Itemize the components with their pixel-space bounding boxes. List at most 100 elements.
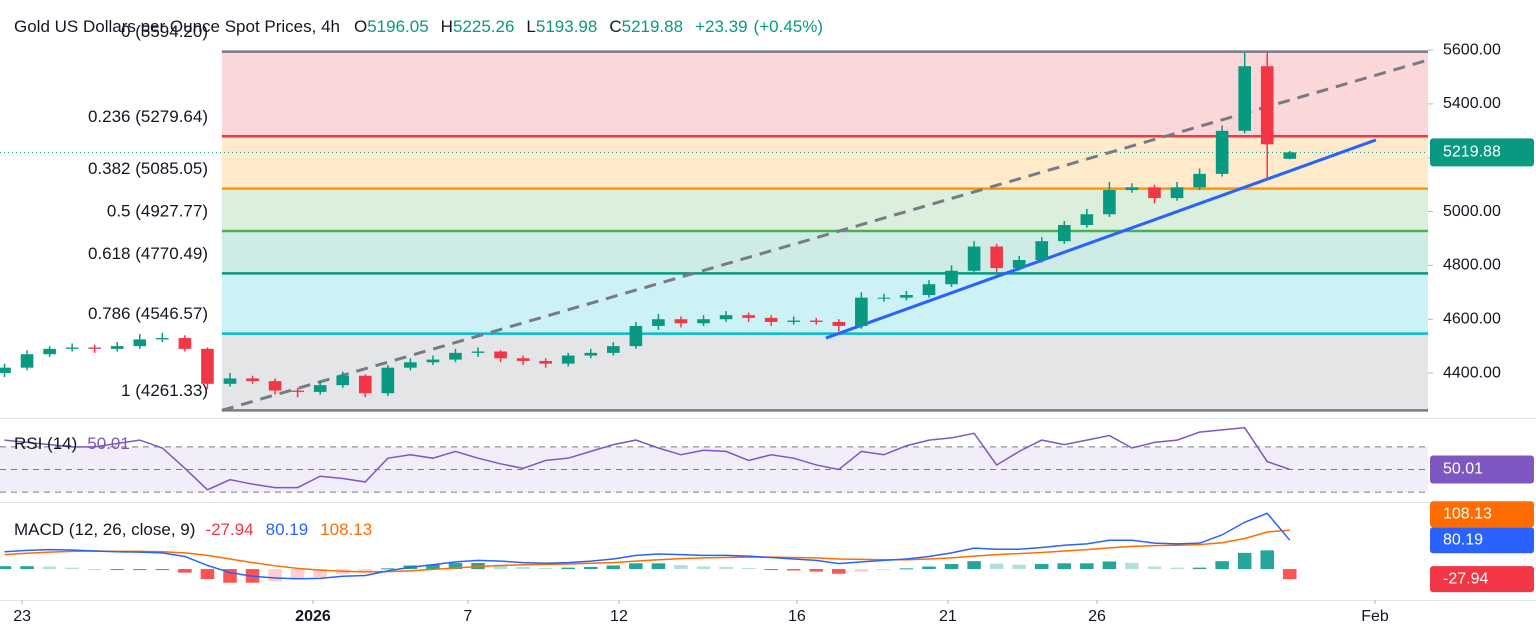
macd-histogram-bar <box>1080 563 1094 570</box>
fib-band <box>221 51 1428 137</box>
macd-histogram-bar <box>561 567 575 570</box>
macd-histogram-bar <box>133 569 147 571</box>
ohlc-prefix: C <box>609 17 621 36</box>
candle-body <box>88 347 102 349</box>
x-tick-label: 23 <box>13 608 31 625</box>
ohlc-prefix: H <box>441 17 453 36</box>
candle-body <box>178 338 192 349</box>
candle-body <box>1057 225 1071 242</box>
macd-histogram-bar <box>20 566 34 570</box>
candle-body <box>291 390 304 392</box>
fib-band <box>221 136 1428 189</box>
macd-histogram-bar <box>155 569 170 571</box>
ohlc-prefix: O <box>354 17 367 36</box>
y-tick-label: 4400.00 <box>1443 364 1501 381</box>
candle-body <box>764 317 778 322</box>
macd-histogram-bar <box>358 569 373 573</box>
macd-histogram-bar <box>584 566 598 570</box>
chart-header: Gold US Dollars per Ounce Spot Prices, 4… <box>14 17 823 36</box>
macd-histogram-bar <box>809 569 824 572</box>
candle-body <box>945 270 958 285</box>
candle-body <box>1103 190 1116 215</box>
x-tick-label: Feb <box>1361 608 1389 625</box>
macd-title: MACD (12, 26, close, 9) <box>14 520 195 539</box>
candle-body <box>787 320 801 322</box>
macd-histogram-bar <box>1237 552 1252 570</box>
macd-histogram-bar <box>538 567 553 570</box>
candle-body <box>516 358 530 361</box>
ohlc-prefix: L <box>526 17 535 36</box>
last-price-tag <box>1430 138 1534 167</box>
macd-histogram-bar <box>1147 566 1162 570</box>
macd-histogram-bar <box>516 566 530 570</box>
candle-body <box>832 321 846 326</box>
macd-histogram-bar <box>719 566 733 570</box>
macd-histogram-bar <box>741 567 756 570</box>
macd-tag-label: 108.13 <box>1443 505 1492 522</box>
macd-histogram-bar <box>313 569 327 578</box>
fib-label: 1 (4261.33) <box>121 381 208 400</box>
candle-body <box>742 315 755 318</box>
macd-histogram-bar <box>854 569 869 572</box>
x-tick-label: 21 <box>939 608 957 625</box>
macd-histogram-bar <box>0 566 12 570</box>
fib-label: 0.236 (5279.64) <box>88 107 208 126</box>
macd-histogram-bar <box>786 569 801 571</box>
x-tick-label: 12 <box>610 608 628 625</box>
ohlc-value: 5219.88 <box>622 17 683 36</box>
candle-body <box>1260 66 1274 145</box>
fib-band <box>221 188 1428 231</box>
candle-body <box>1080 214 1094 226</box>
rsi-line <box>4 426 1291 491</box>
candle-body <box>1170 187 1184 199</box>
macd-histogram-bar <box>42 566 57 570</box>
candle-body <box>719 315 733 320</box>
macd-histogram-bar <box>1034 564 1049 570</box>
macd-value: 80.19 <box>266 520 309 539</box>
candle-body <box>561 355 575 364</box>
fib-band <box>221 333 1428 411</box>
trendline <box>221 58 1429 412</box>
candle-body <box>652 319 665 326</box>
rsi-title: RSI (14) <box>14 434 77 453</box>
candle-body <box>449 352 462 360</box>
candle-body <box>1283 152 1297 159</box>
x-tick-label: 2026 <box>295 608 331 625</box>
macd-histogram-bar <box>426 564 440 570</box>
candle-body <box>156 338 169 340</box>
macd-histogram-bar <box>1215 561 1229 570</box>
y-tick-label: 5600.00 <box>1443 41 1501 58</box>
candle-body <box>697 319 710 324</box>
trendline <box>825 138 1377 340</box>
y-tick-label: 4600.00 <box>1443 310 1501 327</box>
chart-title: Gold US Dollars per Ounce Spot Prices, 4… <box>14 17 340 36</box>
macd-histogram-bar <box>877 569 891 571</box>
rsi-value: 50.01 <box>87 434 130 453</box>
candle-body <box>201 348 214 384</box>
candle-body <box>1238 66 1251 131</box>
macd-histogram-bar <box>1012 564 1026 570</box>
macd-histogram-bar <box>178 569 192 573</box>
macd-histogram-bar <box>1170 567 1184 570</box>
candle-body <box>900 294 913 298</box>
macd-histogram-bar <box>1283 569 1297 580</box>
ohlc-value: 5196.05 <box>367 17 428 36</box>
fib-label: 0.5 (4927.77) <box>107 201 208 220</box>
macd-histogram-bar <box>967 561 981 570</box>
macd-histogram-bar <box>674 565 688 570</box>
macd-histogram-bar <box>606 565 621 570</box>
fib-label: 0 (5594.20) <box>121 22 208 41</box>
macd-histogram-bar <box>290 569 305 580</box>
x-tick-label: 26 <box>1088 608 1106 625</box>
change-percent: (+0.45%) <box>754 17 823 36</box>
macd-tag <box>1430 501 1534 528</box>
candle-body <box>584 352 598 356</box>
candle-body <box>855 297 868 326</box>
ohlc-value: 5193.98 <box>536 17 597 36</box>
x-tick-label: 16 <box>788 608 806 625</box>
macd-histogram-bar <box>1102 561 1117 570</box>
macd-tag-label: 80.19 <box>1443 531 1483 548</box>
macd-histogram-bar <box>110 569 125 571</box>
